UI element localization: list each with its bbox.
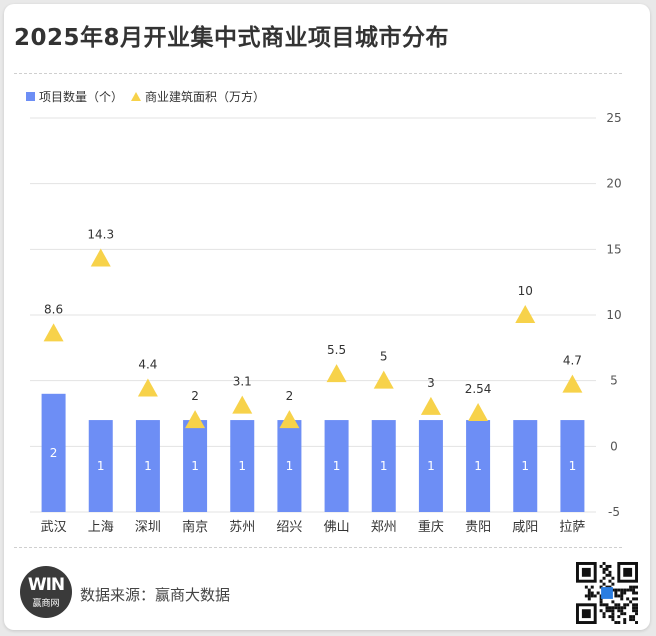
data-source: 数据来源：赢商大数据 [80, 586, 231, 604]
bar [466, 420, 491, 512]
area-value-label: 2.54 [465, 382, 492, 396]
area-value-label: 14.3 [87, 228, 114, 242]
area-marker [515, 305, 536, 323]
area-marker [468, 402, 489, 421]
area-marker [373, 370, 394, 389]
area-marker [326, 364, 347, 383]
logo-mark: WIN [27, 575, 65, 595]
bar [324, 420, 349, 512]
top-divider [14, 73, 622, 74]
area-marker [562, 374, 583, 393]
bar-value-label: 1 [286, 459, 294, 473]
right-axis-tick-label: 20 [606, 177, 621, 191]
marker-legend-label: 商业建筑面积（万方） [145, 90, 266, 104]
bar [560, 420, 585, 512]
bar-legend-label: 项目数量（个） [39, 90, 124, 104]
bar-value-label: 1 [474, 459, 482, 473]
area-marker [43, 323, 64, 342]
bottom-divider [14, 547, 622, 548]
category-label: 咸阳 [512, 520, 538, 535]
area-value-label: 2 [191, 389, 199, 403]
area-value-label: 3 [427, 376, 435, 390]
bar-value-label: 1 [521, 459, 529, 473]
winshang-logo: WIN 赢商网 [20, 566, 72, 618]
area-value-label: 2 [286, 389, 294, 403]
bar [371, 420, 396, 512]
area-marker [90, 248, 111, 267]
bar-value-label: 1 [191, 459, 199, 473]
qr-code-icon [576, 562, 638, 624]
area-value-label: 4.4 [138, 358, 157, 372]
category-label: 深圳 [135, 520, 161, 535]
category-label: 绍兴 [276, 520, 302, 535]
bar-legend-swatch [26, 92, 35, 101]
bar-value-label: 1 [144, 459, 152, 473]
category-label: 苏州 [229, 519, 255, 535]
bar-value-label: 1 [333, 459, 341, 473]
bar-value-label: 1 [427, 459, 435, 473]
area-value-label: 5.5 [327, 343, 346, 357]
bar-value-label: 1 [380, 459, 388, 473]
category-label: 武汉 [41, 520, 67, 535]
bar [88, 420, 113, 512]
logo-name: 赢商网 [32, 599, 60, 609]
bar [230, 420, 255, 512]
bar [277, 420, 302, 512]
area-marker [137, 378, 158, 397]
right-axis-tick-label: -5 [608, 505, 620, 519]
area-marker [279, 410, 300, 429]
category-label: 南京 [182, 519, 208, 535]
bar [513, 420, 538, 512]
bar [135, 420, 160, 512]
right-axis-tick-label: 25 [606, 111, 621, 125]
area-marker [232, 395, 253, 414]
right-axis-tick-label: 15 [606, 242, 621, 256]
chart-title: 2025年8月开业集中式商业项目城市分布 [14, 25, 450, 51]
category-label: 贵阳 [465, 520, 491, 535]
bar-value-label: 1 [97, 459, 105, 473]
area-value-label: 8.6 [44, 302, 63, 316]
combo-chart: 2520151050-528.6武汉114.3上海14.4深圳12南京13.1苏… [30, 111, 622, 535]
bar-value-label: 1 [238, 459, 246, 473]
marker-legend-swatch [131, 92, 142, 101]
bar [183, 420, 208, 512]
bar-value-label: 2 [50, 446, 58, 460]
right-axis-tick-label: 10 [606, 308, 621, 322]
category-label: 重庆 [418, 519, 444, 535]
category-label: 佛山 [324, 520, 350, 535]
bar [418, 420, 443, 512]
category-label: 上海 [88, 520, 114, 535]
right-axis-tick-label: 0 [610, 439, 618, 453]
area-marker [420, 396, 441, 415]
category-label: 拉萨 [559, 520, 585, 535]
legend: 项目数量（个） 商业建筑面积（万方） [26, 88, 265, 105]
right-axis-tick-label: 5 [610, 374, 618, 388]
area-value-label: 10 [518, 284, 533, 298]
area-value-label: 3.1 [233, 375, 252, 389]
area-marker [185, 410, 206, 429]
bar-value-label: 1 [569, 459, 577, 473]
chart-card [4, 4, 650, 630]
bar [41, 393, 66, 512]
area-value-label: 4.7 [563, 354, 582, 368]
area-value-label: 5 [380, 350, 388, 364]
category-label: 郑州 [371, 520, 397, 535]
